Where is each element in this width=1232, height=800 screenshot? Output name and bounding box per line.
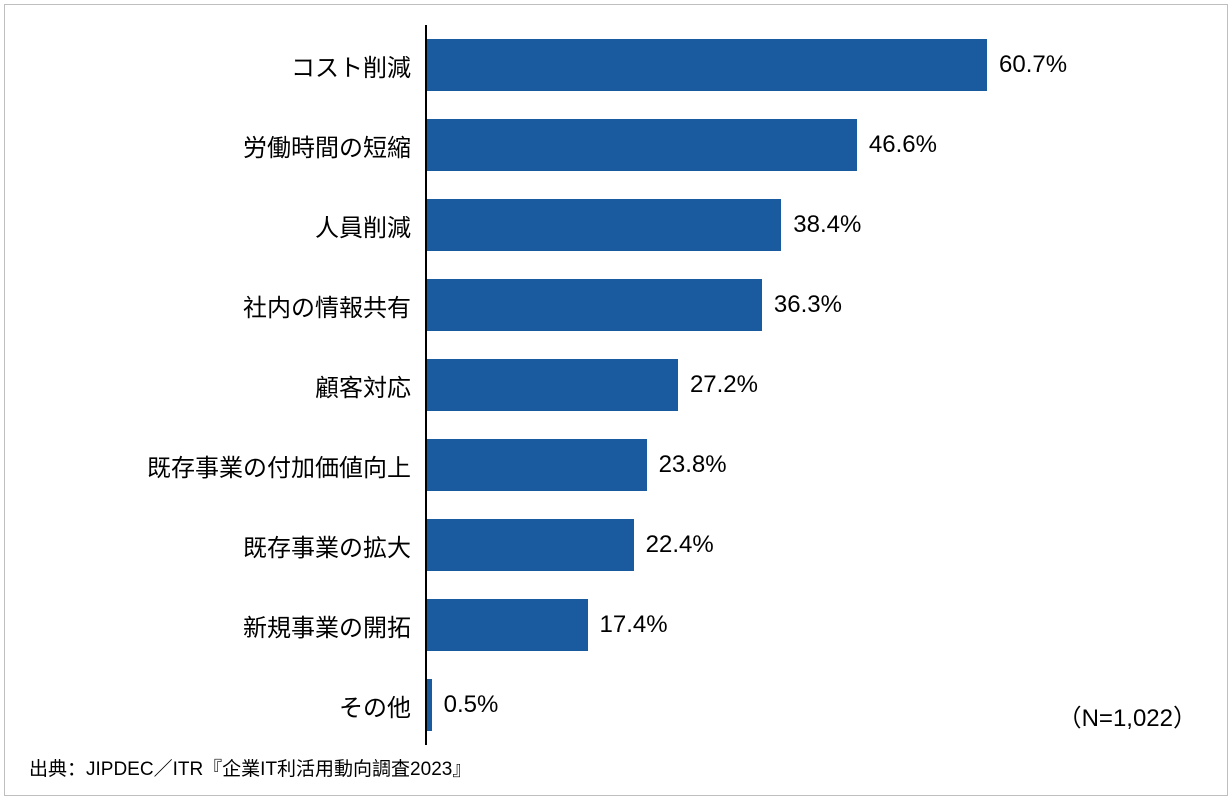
bar-value-label: 46.6% (869, 131, 937, 159)
bar-row: 新規事業の開拓17.4% (425, 585, 1195, 665)
bar-value-label: 0.5% (444, 691, 499, 719)
category-label: 人員削減 (315, 208, 425, 243)
category-label: 既存事業の拡大 (243, 528, 425, 563)
category-label: その他 (339, 688, 425, 723)
bar-row: 社内の情報共有36.3% (425, 265, 1195, 345)
bar-row: 既存事業の付加価値向上23.8% (425, 425, 1195, 505)
category-label: 既存事業の付加価値向上 (147, 448, 425, 483)
bar: 23.8% (427, 439, 647, 491)
bar: 36.3% (427, 279, 762, 331)
bar: 38.4% (427, 199, 781, 251)
category-label: コスト削減 (291, 48, 425, 83)
bar: 17.4% (427, 599, 588, 651)
bar-row: 労働時間の短縮46.6% (425, 105, 1195, 185)
bar: 22.4% (427, 519, 634, 571)
category-label: 顧客対応 (315, 368, 425, 403)
bar-value-label: 17.4% (600, 611, 668, 639)
bar: 27.2% (427, 359, 678, 411)
bar: 0.5% (427, 679, 432, 731)
bar-row: 既存事業の拡大22.4% (425, 505, 1195, 585)
chart-frame: コスト削減60.7%労働時間の短縮46.6%人員削減38.4%社内の情報共有36… (4, 4, 1228, 796)
source-citation: 出典：JIPDEC／ITR『企業IT利活用動向調査2023』 (29, 754, 471, 781)
bar-value-label: 27.2% (690, 371, 758, 399)
sample-size-label: （N=1,022） (1058, 698, 1197, 733)
bar-value-label: 60.7% (999, 51, 1067, 79)
bar-row: 人員削減38.4% (425, 185, 1195, 265)
bar-value-label: 38.4% (793, 211, 861, 239)
category-label: 社内の情報共有 (243, 288, 425, 323)
bar-value-label: 23.8% (659, 451, 727, 479)
bar-value-label: 36.3% (774, 291, 842, 319)
bar-value-label: 22.4% (646, 531, 714, 559)
bar-row: 顧客対応27.2% (425, 345, 1195, 425)
category-label: 労働時間の短縮 (243, 128, 425, 163)
category-label: 新規事業の開拓 (243, 608, 425, 643)
plot-area: コスト削減60.7%労働時間の短縮46.6%人員削減38.4%社内の情報共有36… (425, 25, 1195, 745)
bar-row: コスト削減60.7% (425, 25, 1195, 105)
bar: 60.7% (427, 39, 987, 91)
bar: 46.6% (427, 119, 857, 171)
